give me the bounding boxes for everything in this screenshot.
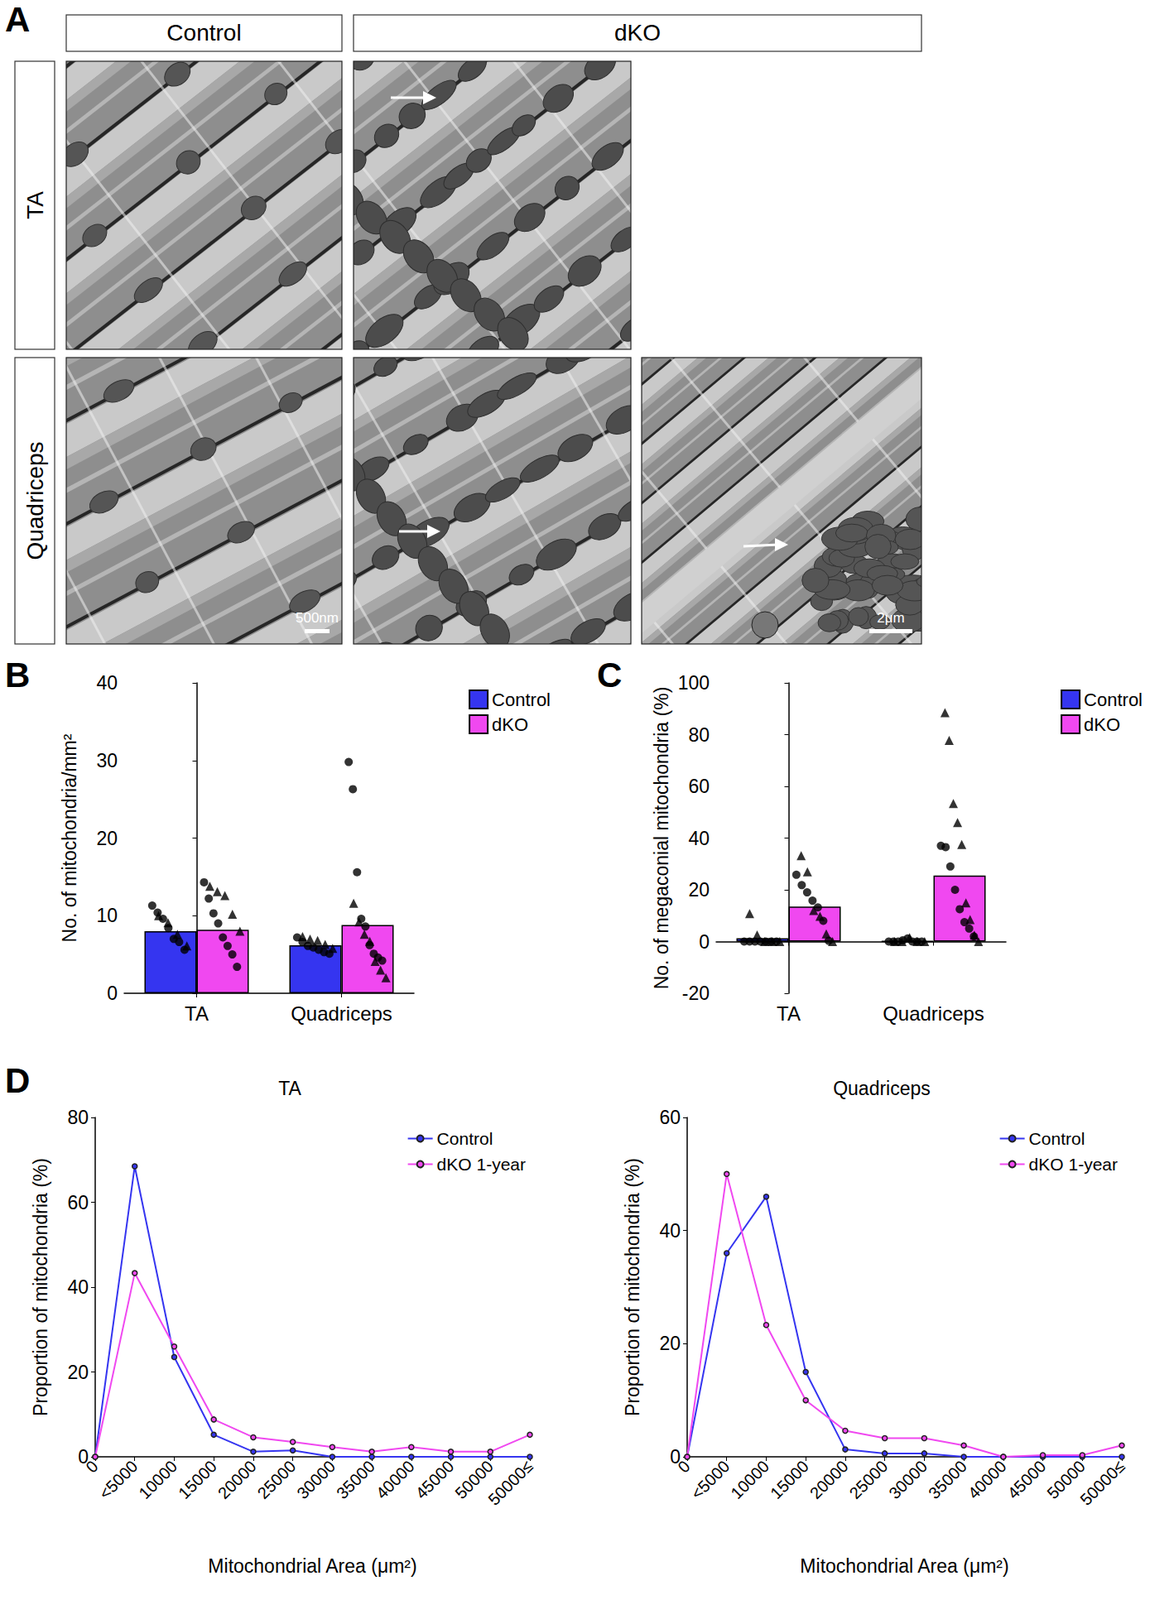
svg-text:0: 0 [106, 982, 118, 1005]
svg-text:25000: 25000 [254, 1457, 300, 1503]
svg-text:dKO: dKO [614, 19, 661, 46]
svg-text:Proportion of mitochondria (%): Proportion of mitochondria (%) [621, 1158, 644, 1417]
svg-text:60: 60 [688, 775, 710, 798]
svg-text:2μm: 2μm [876, 610, 905, 626]
svg-text:40: 40 [659, 1220, 681, 1242]
html-text:D: D [4, 1061, 31, 1101]
svg-text:40000: 40000 [372, 1457, 419, 1503]
svg-text:20: 20 [659, 1332, 681, 1355]
svg-text:60: 60 [67, 1192, 89, 1214]
svg-text:dKO: dKO [491, 714, 529, 736]
svg-text:45000: 45000 [411, 1457, 458, 1503]
svg-text:25000: 25000 [846, 1457, 892, 1503]
svg-text:50000: 50000 [1043, 1457, 1089, 1503]
svg-text:500nm: 500nm [295, 610, 339, 626]
svg-text:20000: 20000 [806, 1457, 852, 1503]
svg-text:No. of mitochondria/mm²: No. of mitochondria/mm² [58, 733, 81, 943]
svg-text:50000: 50000 [451, 1457, 497, 1503]
svg-text:15000: 15000 [766, 1457, 813, 1503]
svg-text:Mitochondrial Area (μm²): Mitochondrial Area (μm²) [799, 1555, 1009, 1578]
svg-text:<5000: <5000 [687, 1457, 733, 1503]
svg-text:Control: Control [1029, 1129, 1086, 1149]
svg-text:20: 20 [96, 827, 118, 850]
svg-text:40: 40 [688, 827, 710, 850]
html-text:B: B [4, 655, 31, 695]
svg-text:No. of megaconial mitochondria: No. of megaconial mitochondria (%) [650, 687, 673, 991]
svg-text:45000: 45000 [1003, 1457, 1049, 1503]
svg-text:35000: 35000 [332, 1457, 379, 1503]
svg-text:20: 20 [67, 1361, 89, 1384]
svg-text:Proportion of mitochondria (%): Proportion of mitochondria (%) [29, 1158, 52, 1417]
svg-text:80: 80 [67, 1106, 89, 1129]
svg-text:40000: 40000 [964, 1457, 1011, 1503]
svg-text:Control: Control [491, 689, 551, 711]
svg-text:10000: 10000 [134, 1457, 181, 1503]
svg-text:35000: 35000 [924, 1457, 971, 1503]
html-text:C: C [596, 655, 623, 695]
svg-text:30: 30 [96, 750, 118, 772]
svg-text:Quadriceps: Quadriceps [832, 1077, 931, 1100]
svg-text:dKO: dKO [1083, 714, 1121, 736]
svg-text:40: 40 [67, 1276, 89, 1299]
svg-text:50000≤: 50000≤ [1076, 1457, 1129, 1510]
svg-text:10: 10 [96, 904, 118, 927]
svg-text:0: 0 [698, 931, 710, 953]
svg-text:50000≤: 50000≤ [484, 1457, 537, 1510]
svg-text:Control: Control [1083, 689, 1143, 711]
svg-text:dKO 1-year: dKO 1-year [437, 1154, 526, 1174]
svg-text:10000: 10000 [726, 1457, 773, 1503]
svg-text:TA: TA [278, 1077, 302, 1100]
svg-text:80: 80 [688, 724, 710, 746]
svg-text:Mitochondrial Area (μm²): Mitochondrial Area (μm²) [207, 1555, 417, 1578]
svg-text:0: 0 [673, 1457, 693, 1477]
svg-text:Control: Control [437, 1129, 494, 1149]
svg-text:Quadriceps: Quadriceps [290, 1002, 393, 1025]
svg-text:TA: TA [22, 191, 49, 220]
svg-text:-20: -20 [682, 982, 710, 1005]
svg-text:30000: 30000 [293, 1457, 339, 1503]
svg-text:15000: 15000 [174, 1457, 221, 1503]
svg-text:100: 100 [678, 672, 710, 694]
svg-text:Quadriceps: Quadriceps [882, 1002, 985, 1025]
svg-text:Quadriceps: Quadriceps [22, 441, 49, 560]
svg-text:20: 20 [688, 879, 710, 901]
svg-text:40: 40 [96, 672, 118, 694]
svg-text:TA: TA [184, 1002, 209, 1025]
svg-text:Control: Control [166, 19, 241, 46]
svg-text:20000: 20000 [214, 1457, 260, 1503]
svg-text:dKO 1-year: dKO 1-year [1029, 1154, 1118, 1174]
svg-text:30000: 30000 [885, 1457, 931, 1503]
svg-text:<5000: <5000 [95, 1457, 141, 1503]
svg-text:60: 60 [659, 1106, 681, 1129]
svg-text:0: 0 [81, 1457, 102, 1477]
svg-text:TA: TA [776, 1002, 801, 1025]
html-text:A: A [4, 0, 31, 39]
